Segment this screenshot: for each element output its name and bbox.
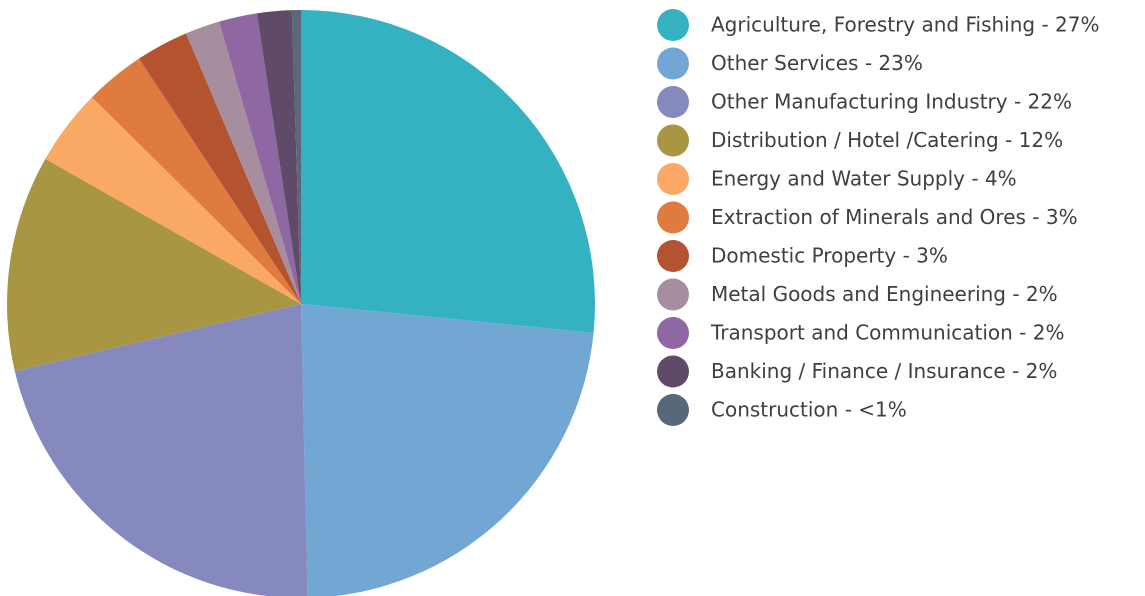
legend-label: Construction - <1% <box>711 398 907 422</box>
pie-slice <box>301 304 594 596</box>
legend-label: Metal Goods and Engineering - 2% <box>711 282 1058 306</box>
legend-swatch <box>657 201 689 234</box>
pie-slice <box>138 33 301 304</box>
legend-swatch <box>657 86 689 118</box>
legend-label: Agriculture, Forestry and Fishing - 27% <box>711 13 1100 37</box>
pie-slice <box>301 10 595 334</box>
legend-swatch <box>657 317 689 349</box>
legend-swatch <box>657 278 689 311</box>
legend-label: Banking / Finance / Insurance - 2% <box>711 359 1057 383</box>
legend-label: Energy and Water Supply - 4% <box>711 167 1017 191</box>
legend-swatch <box>657 9 689 41</box>
pie-slice <box>256 10 301 305</box>
legend-swatch <box>657 47 689 80</box>
pie-slice <box>91 58 301 304</box>
legend-label: Extraction of Minerals and Ores - 3% <box>711 205 1078 229</box>
legend-swatch <box>657 355 689 388</box>
pie-slice <box>45 97 301 304</box>
legend-swatch <box>657 240 689 272</box>
pie-slice <box>6 158 301 372</box>
legend-label: Other Manufacturing Industry - 22% <box>711 90 1072 114</box>
pie-slice <box>219 13 301 304</box>
legend-label: Other Services - 23% <box>711 51 923 75</box>
pie-slice <box>291 10 301 304</box>
legend-swatch <box>657 394 689 426</box>
legend-swatch <box>657 163 689 195</box>
pie-slice <box>14 304 308 596</box>
pie-slice <box>186 21 301 304</box>
legend-label: Domestic Property - 3% <box>711 244 948 268</box>
legend-swatch <box>657 124 689 157</box>
legend-label: Distribution / Hotel /Catering - 12% <box>711 128 1063 152</box>
legend-label: Transport and Communication - 2% <box>710 321 1065 345</box>
